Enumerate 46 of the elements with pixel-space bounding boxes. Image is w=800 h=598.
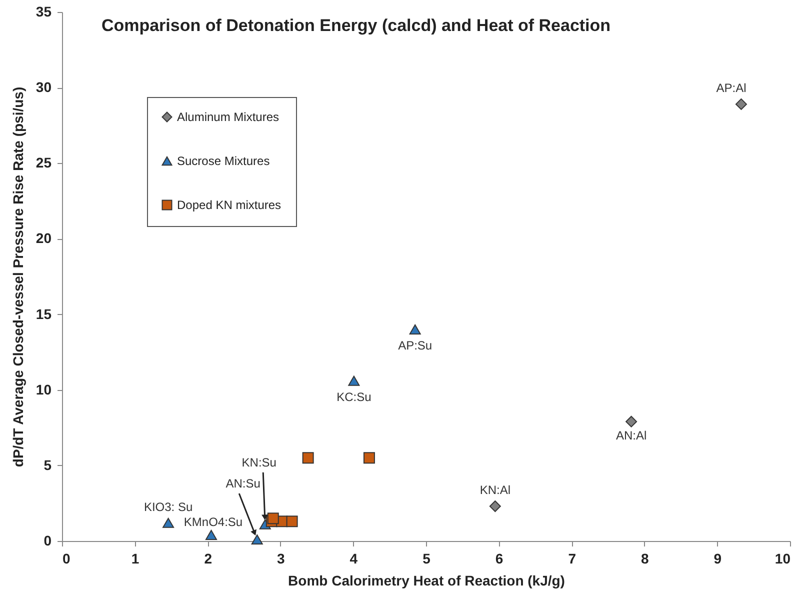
x-tick-label: 4 [350,550,358,566]
y-tick-label: 0 [44,532,52,548]
x-tick-label: 6 [495,550,504,566]
annotation: AP:Al [716,81,746,96]
x-tick-label: 9 [714,550,722,566]
annotation: KMnO4:Su [184,514,243,529]
y-tick-label: 20 [36,230,52,246]
point [162,518,174,528]
x-tick-label: 7 [568,550,576,566]
x-tick-label: 3 [277,550,285,566]
y-tick-label: 30 [36,79,52,96]
x-tick-label: 5 [422,550,431,566]
point [363,452,375,464]
point [348,376,360,386]
x-tick-label: 8 [641,550,649,566]
x-tick-label: 10 [774,550,791,566]
point [251,534,263,545]
annotation: AP:Su [398,338,432,352]
x-axis-title: Bomb Calorimetry Heat of Reaction (kJ/g) [288,572,565,588]
annotation: KC:Su [336,390,372,404]
x-tick-label: 0 [62,550,70,566]
point [302,452,314,464]
point [286,516,298,528]
y-tick-label: 10 [36,381,52,398]
point [205,530,217,540]
annotation: KN:Al [480,483,511,498]
point [267,512,279,524]
y-tick-label: 5 [44,456,52,473]
legend-label: Sucrose Mixtures [177,154,270,168]
annotation: KN:Su [242,455,276,470]
y-axis-title: dP/dT Average Closed-vessel Pressure Rise Rate (psi/us) [10,86,26,468]
x-tick-label: 2 [204,550,212,566]
point [626,416,638,428]
point [409,324,421,334]
y-tick-label: 25 [36,154,52,171]
annotation: KIO3: Su [144,500,193,514]
y-tick-label: 15 [36,306,52,322]
point [489,500,501,512]
annotation: AN:Su [226,476,260,490]
y-tick-label: 35 [36,4,52,20]
annotation: AN:Al [616,428,647,443]
legend-label: Doped KN mixtures [177,198,282,212]
legend-label: Aluminum Mixtures [177,110,280,124]
point [735,98,747,110]
x-tick-label: 1 [131,550,140,566]
chart-title: Comparison of Detonation Energy (calcd) and Heat of Reaction [101,16,611,35]
